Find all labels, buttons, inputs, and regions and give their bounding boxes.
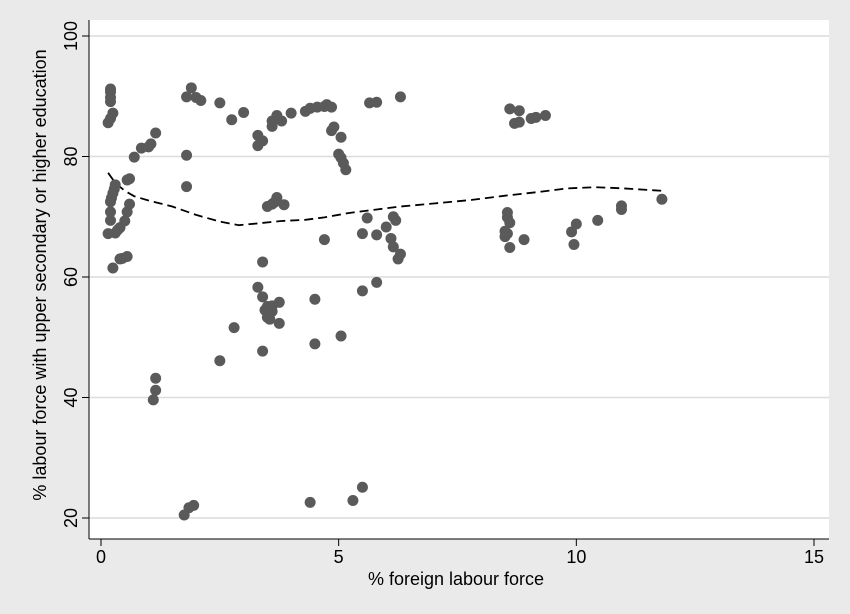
data-point [513,116,525,128]
data-point [185,82,197,94]
fit-line-group [107,172,662,227]
data-point [385,232,397,244]
y-tick-label: 80 [61,146,81,166]
plot-background [89,20,829,539]
data-point [318,234,330,246]
data-point [181,181,193,193]
data-point [105,196,117,208]
data-point [105,96,117,108]
data-point [107,262,119,274]
data-point [371,276,383,288]
data-point [309,338,321,350]
data-points [102,82,668,521]
gridlines [89,35,829,519]
data-point [568,238,580,250]
data-point [328,121,340,133]
y-tick-label: 20 [61,508,81,528]
data-point [371,229,383,241]
data-point [105,214,117,226]
data-point [188,499,200,511]
x-tick-label: 5 [334,547,344,567]
data-point [326,101,338,113]
data-point [238,107,250,119]
data-point [518,234,530,246]
data-point [121,174,133,186]
data-point [273,296,285,308]
data-point [499,231,511,243]
x-tick-label: 15 [804,547,824,567]
x-axis-ticks: 0 5 10 15 [96,539,824,567]
x-axis-label: % foreign labour force [368,569,544,589]
data-point [380,221,392,233]
data-point [592,214,604,226]
data-point [145,138,157,150]
data-point [128,151,140,163]
data-point [226,114,238,126]
data-point [394,91,406,103]
data-point [121,206,133,218]
data-point [285,107,297,119]
data-point [278,199,290,211]
data-point [504,217,516,229]
data-point [371,96,383,108]
data-point [150,127,162,139]
data-point [347,495,359,507]
data-point [266,120,278,132]
data-point [387,241,399,253]
data-point [150,384,162,396]
data-point [335,131,347,143]
x-tick-label: 10 [566,547,586,567]
data-point [147,394,159,406]
y-axis-label: % labour force with upper secondary or h… [30,49,50,500]
data-point [530,111,542,123]
data-point [252,281,264,293]
data-point [276,115,288,127]
data-point [273,317,285,329]
data-point [271,191,283,203]
data-point [615,204,627,216]
data-point [356,481,368,493]
x-tick-label: 0 [96,547,106,567]
data-point [181,91,193,103]
data-point [114,253,126,265]
data-point [356,228,368,240]
data-point [304,496,316,508]
data-point [656,193,668,205]
data-point [504,241,516,253]
data-point [390,214,402,226]
data-point [335,330,347,342]
y-tick-label: 100 [61,21,81,51]
data-point [356,285,368,297]
data-point [309,293,321,305]
data-point [150,372,162,384]
data-point [513,105,525,117]
y-tick-label: 40 [61,387,81,407]
data-point [340,164,352,176]
data-point [228,322,240,334]
data-point [105,206,117,218]
y-axis-ticks: 20 40 60 80 100 [61,21,89,528]
data-point [257,135,269,147]
data-point [539,110,551,122]
data-point [570,218,582,230]
data-point [392,253,404,265]
data-point [102,117,114,129]
data-point [214,97,226,109]
data-point [195,94,207,106]
fit-line [107,172,662,227]
data-point [361,212,373,224]
data-point [102,228,114,240]
data-point [257,291,269,303]
data-point [214,355,226,367]
data-point [504,103,516,115]
data-point [257,345,269,357]
data-point [257,256,269,268]
y-tick-label: 60 [61,267,81,287]
data-point [264,313,276,325]
data-point [181,149,193,161]
